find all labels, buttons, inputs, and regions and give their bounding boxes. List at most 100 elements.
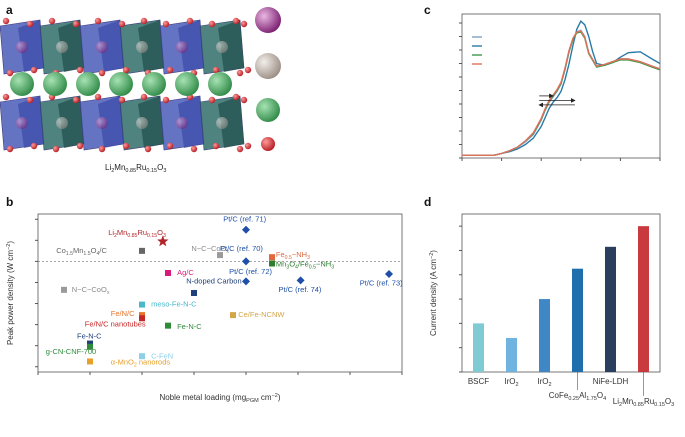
octahedron-face [138,96,164,148]
data-point-diamond [385,270,393,279]
atom-legend-li [256,98,280,122]
octahedron-face [138,20,164,72]
panel-label-d: d [424,195,431,209]
data-point-square [139,247,145,254]
oxygen-atom [2,17,10,25]
center-atom [16,41,28,53]
chart-d-current-density: Current density (A cm−2) BSCF IrO2 IrO2 CoFe… [429,213,674,408]
octahedron-face [218,96,244,148]
point-label: Fe/N/C [111,309,135,318]
data-point-square [191,290,197,296]
center-atom [56,41,68,53]
y-axis-label: Current density (A cm−2) [429,250,438,336]
structure-formula: Li2Mn0.85Ru0.15O3 [105,163,166,174]
center-atom [96,41,108,53]
center-atom [136,41,148,53]
octahedron-face [218,20,244,72]
data-point-square [269,254,275,261]
oxygen-atom [2,93,10,101]
series-line [462,31,661,156]
data-point-square [139,301,145,308]
series-line [462,29,661,156]
oxygen-atom [98,145,106,153]
oxygen-atom [52,145,60,153]
category-label: IrO2 [504,377,518,388]
point-label: Pt/C (ref. 74) [279,285,322,294]
oxygen-atom [186,17,194,25]
oxygen-atom [48,17,56,25]
data-point-square [230,312,236,319]
oxygen-atom [240,20,248,28]
point-label: Pt/C (ref. 73) [360,279,403,288]
data-point-star [157,235,169,247]
point-label: Fe-N-C [177,322,202,331]
octahedron-face [98,20,124,72]
category-label: NiFe-LDH [593,377,629,386]
point-label: α-MnO2 nanorods [111,358,171,369]
y-axis-label: Peak power density (W cm−2) [6,241,15,345]
panel-label-b: b [6,195,13,209]
oxygen-atom [94,17,102,25]
oxygen-atom [72,20,80,28]
oxygen-atom [6,145,14,153]
point-label: N-doped Carbon [186,277,241,286]
data-point-diamond [242,257,250,266]
point-label: meso-Fe-N-C [151,300,197,309]
data-point-square [139,315,145,322]
point-label: Li2Mn0.85Ru0.15O3 [108,228,166,239]
lithium-atom [10,72,34,96]
category-label: CoFe0.25Al1.75O4 [549,391,606,402]
center-atom [16,117,28,129]
x-axis-label: Noble metal loading (mgPGM cm−2) [159,393,280,404]
octahedron-face [98,96,124,148]
octahedron-face [18,96,44,148]
category-label: BSCF [468,377,489,386]
point-label: N−C−CoOx [191,244,229,255]
category-label: Li2Mn0.85Ru0.15O3 [613,397,674,408]
oxygen-atom [30,142,38,150]
oxygen-atom [166,142,174,150]
point-label: N−C−CoOx [72,285,110,296]
atom-legend-mn [255,7,281,33]
oxygen-atom [244,66,252,74]
oxygen-atom [232,17,240,25]
point-label: Pt/C (ref. 72) [229,267,272,276]
oxygen-atom [72,96,80,104]
point-label: Mn3O4/Fe0.5−NH3 [276,260,334,271]
lithium-atom [208,72,232,96]
oxygen-atom [244,142,252,150]
oxygen-atom [208,96,216,104]
plot-frame [461,13,661,159]
oxygen-atom [166,66,174,74]
data-point-square [217,252,223,259]
data-point-diamond [242,225,250,234]
oxygen-atom [140,17,148,25]
center-atom [176,117,188,129]
data-point-diamond [296,276,305,285]
center-atom [136,117,148,129]
chart-c-mn-k-edge [459,13,661,161]
bar [506,337,517,372]
oxygen-atom [212,142,220,150]
data-point-square [61,286,67,293]
oxygen-atom [208,20,216,28]
data-point-square [269,260,275,267]
oxygen-atom [240,96,248,104]
point-label: C-FeN [151,351,173,360]
center-atom [176,41,188,53]
data-point-square [87,340,93,347]
series-line [462,30,661,156]
lithium-atom [109,72,133,96]
bar [605,246,616,372]
bar [473,323,484,372]
point-label: g-CN-CNF-700 [46,347,96,356]
category-label: IrO2 [537,377,551,388]
atom-legend [255,7,281,151]
oxygen-atom [236,145,244,153]
point-label: Pt/C (ref. 70) [220,244,263,253]
crystal-structure-illustration [0,17,252,153]
lithium-atom [142,72,166,96]
oxygen-atom [232,93,240,101]
data-point-square [165,322,171,329]
